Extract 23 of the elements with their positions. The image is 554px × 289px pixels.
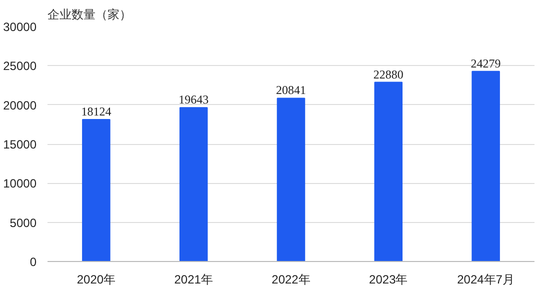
bar xyxy=(82,119,110,262)
data-label: 19643 xyxy=(178,92,209,107)
bar xyxy=(276,98,306,262)
bar xyxy=(472,70,500,262)
y-tick-label: 5000 xyxy=(10,216,37,230)
bar xyxy=(179,107,208,262)
x-tick-label: 2023年 xyxy=(369,272,408,286)
y-tick-label: 15000 xyxy=(3,138,37,152)
x-tick-label: 2020年 xyxy=(76,272,116,286)
y-tick-label: 10000 xyxy=(3,176,37,191)
data-label: 18124 xyxy=(81,104,112,119)
y-tick-label: 25000 xyxy=(3,59,37,74)
data-label: 22880 xyxy=(373,67,404,82)
data-label: 24279 xyxy=(470,56,501,70)
x-tick-label: 2021年 xyxy=(174,272,213,286)
bar xyxy=(374,82,403,262)
data-label: 20841 xyxy=(276,83,306,98)
x-tick-label: 2022年 xyxy=(272,272,310,286)
y-tick-label: 30000 xyxy=(3,20,37,34)
x-tick-label: 2024年7月 xyxy=(457,272,514,286)
y-axis-title: 企业数量（家） xyxy=(48,8,132,22)
y-tick-label: 0 xyxy=(30,255,37,269)
y-tick-label: 20000 xyxy=(3,98,37,112)
